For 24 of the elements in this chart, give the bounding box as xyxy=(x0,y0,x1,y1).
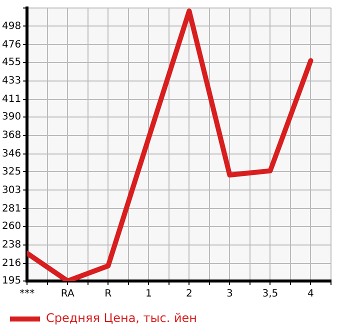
x-tick-label: 1 xyxy=(145,288,152,300)
y-tick-label: 303 xyxy=(2,184,22,196)
y-tick-label: 368 xyxy=(2,130,22,142)
legend-label: Средняя Цена, тыс. йен xyxy=(46,311,198,326)
x-tick-label: RA xyxy=(60,288,74,300)
y-tick-label: 433 xyxy=(2,75,22,86)
y-tick-label: 216 xyxy=(2,258,22,269)
x-tick-label: R xyxy=(104,288,112,300)
y-tick-label: 195 xyxy=(2,276,22,287)
y-tick-label: 455 xyxy=(2,56,22,68)
y-tick-label: 411 xyxy=(2,94,22,105)
y-tick-label: 238 xyxy=(2,239,22,250)
y-tick-label: 281 xyxy=(2,203,22,214)
y-tick-label: 390 xyxy=(2,112,22,123)
x-tick-label: 3,5 xyxy=(262,288,278,300)
y-tick-label: 346 xyxy=(2,148,22,160)
x-tick-label: *** xyxy=(20,288,35,300)
y-tick-label: 260 xyxy=(2,220,22,232)
x-tick-label: 3 xyxy=(226,288,233,300)
x-tick-label: 2 xyxy=(186,288,192,300)
x-tick-label: 4 xyxy=(308,288,314,300)
y-tick-label: 498 xyxy=(2,20,22,32)
y-tick-label: 325 xyxy=(2,166,22,178)
y-tick-label: 476 xyxy=(2,39,22,50)
